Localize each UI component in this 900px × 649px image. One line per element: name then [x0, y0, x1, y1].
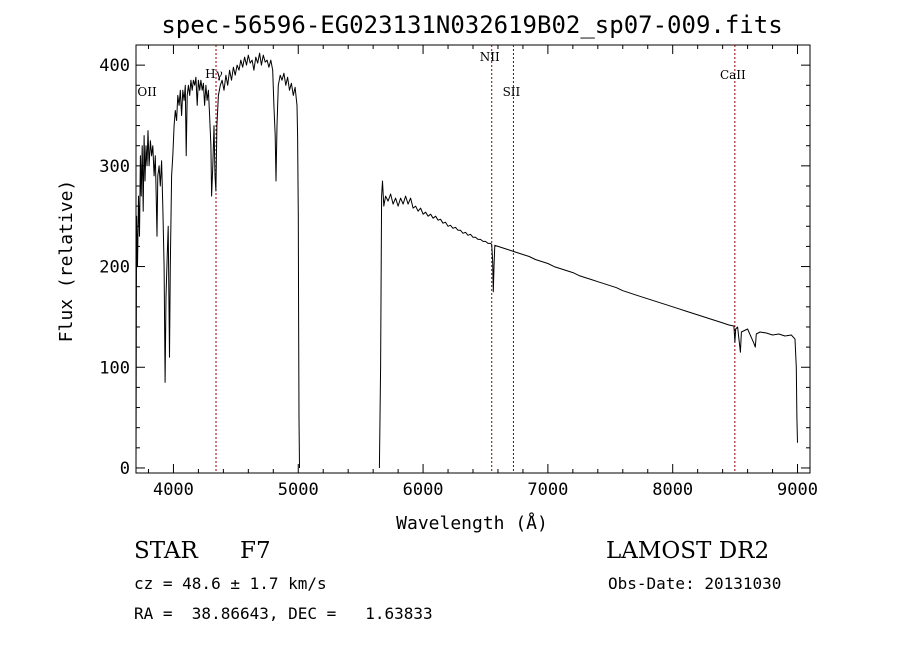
spectral-line-markers: OII Hγ NII SII CaII — [137, 45, 746, 473]
observation-date: Obs-Date: 20131030 — [608, 574, 782, 593]
spectral-line-label: OII — [137, 85, 157, 99]
y-tick-label: 200 — [99, 258, 130, 278]
spectral-line-label: Hγ — [205, 67, 223, 81]
spectral-line-label: CaII — [720, 68, 746, 82]
spectrum-line — [135, 52, 300, 469]
sky-coordinates: RA = 38.86643, DEC = 1.63833 — [134, 604, 433, 623]
y-tick-label: 0 — [120, 459, 130, 479]
x-tick-label: 5000 — [278, 480, 319, 500]
spectral-line-label: SII — [503, 85, 521, 99]
y-tick-label: 100 — [99, 358, 130, 378]
x-tick-label: 7000 — [527, 480, 568, 500]
redshift-cz: cz = 48.6 ± 1.7 km/s — [134, 574, 327, 593]
x-axis-label: Wavelength (Å) — [396, 512, 548, 534]
y-axis-label: Flux (relative) — [56, 180, 77, 343]
axis-ticks: 4000 5000 6000 7000 8000 9000 0 100 200 300 400 — [99, 44, 818, 500]
spectrum-line — [378, 180, 798, 469]
x-tick-label: 6000 — [403, 480, 444, 500]
y-tick-label: 300 — [99, 157, 130, 177]
chart-title: spec-56596-EG023131N032619B02_sp07-009.f… — [161, 11, 782, 39]
object-subclass: F7 — [240, 538, 271, 564]
x-tick-label: 4000 — [153, 480, 194, 500]
x-tick-label: 9000 — [777, 480, 818, 500]
plot-border — [135, 44, 811, 474]
spectrum-series — [135, 52, 798, 469]
y-tick-label: 400 — [99, 56, 130, 76]
object-type: STAR — [134, 538, 198, 564]
spectral-line-label: NII — [480, 50, 500, 64]
x-tick-label: 8000 — [652, 480, 693, 500]
survey-name: LAMOST DR2 — [606, 538, 770, 564]
plot-frame — [135, 44, 811, 474]
